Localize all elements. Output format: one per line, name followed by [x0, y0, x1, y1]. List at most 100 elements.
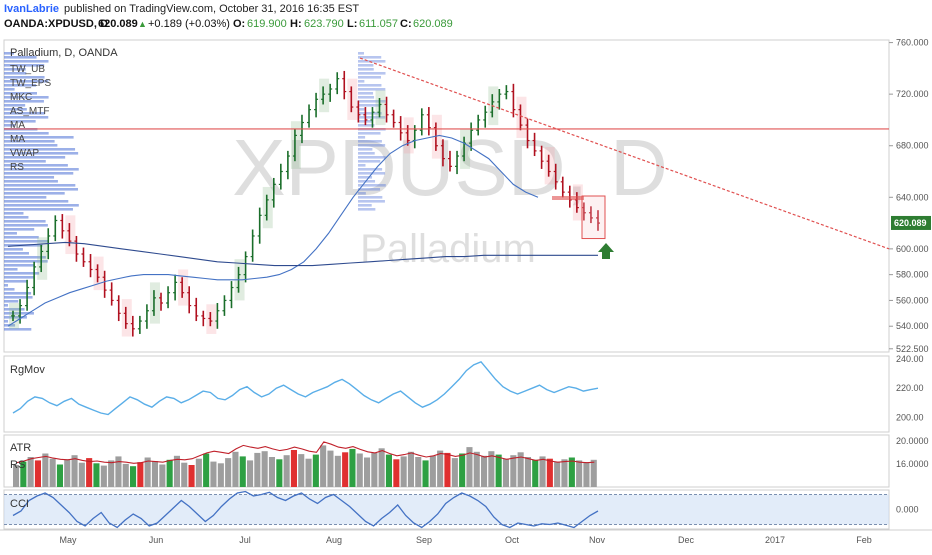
atr-bar[interactable]	[539, 456, 546, 487]
atr-bar[interactable]	[312, 454, 319, 487]
atr-bar[interactable]	[217, 463, 224, 487]
indicator-label[interactable]: TW_UB	[10, 64, 45, 75]
atr-bar[interactable]	[115, 456, 122, 487]
indicator-label[interactable]: MKC	[10, 92, 32, 103]
atr-bar[interactable]	[466, 447, 473, 487]
atr-bar[interactable]	[247, 460, 254, 487]
atr-bar[interactable]	[320, 445, 327, 487]
atr-bar[interactable]	[93, 463, 100, 487]
atr-bar[interactable]	[437, 450, 444, 487]
atr-bar[interactable]	[100, 465, 107, 487]
atr-bar[interactable]	[429, 455, 436, 487]
atr-bar[interactable]	[502, 458, 509, 487]
atr-bar[interactable]	[342, 452, 349, 487]
atr-bar[interactable]	[108, 460, 115, 487]
atr-bar[interactable]	[130, 466, 137, 487]
atr-bar[interactable]	[576, 460, 583, 487]
atr-bar[interactable]	[393, 459, 400, 487]
atr-bar[interactable]	[495, 454, 502, 487]
atr-bar[interactable]	[583, 462, 590, 487]
atr-bar[interactable]	[254, 452, 261, 487]
atr-bar[interactable]	[422, 460, 429, 487]
atr-bar[interactable]	[144, 457, 151, 488]
atr-bar[interactable]	[56, 464, 63, 488]
atr-bar[interactable]	[64, 459, 71, 487]
atr-bar[interactable]	[86, 458, 93, 487]
atr-bar[interactable]	[210, 461, 217, 487]
atr-bar[interactable]	[268, 457, 275, 487]
atr-bar[interactable]	[451, 458, 458, 487]
atr-bar[interactable]	[305, 458, 312, 487]
atr-bar[interactable]	[283, 455, 290, 487]
downtrend-line[interactable]	[359, 57, 890, 250]
author-name[interactable]: IvanLabrie	[4, 3, 59, 15]
open-label: O:	[233, 18, 245, 30]
atr-bar[interactable]	[554, 461, 561, 487]
atr-bar[interactable]	[334, 455, 341, 487]
ma-fast-line[interactable]	[7, 134, 539, 327]
atr-bar[interactable]	[137, 462, 144, 487]
atr-bar[interactable]	[407, 451, 414, 487]
indicator-label[interactable]: RS	[10, 162, 24, 173]
atr-bar[interactable]	[385, 454, 392, 487]
atr-bar[interactable]	[561, 459, 568, 487]
volume-profile-bar	[4, 296, 33, 299]
rgmov-tick-label: 240.00	[896, 354, 924, 364]
atr-bar[interactable]	[459, 453, 466, 488]
atr-bar[interactable]	[71, 455, 78, 487]
atr-bar[interactable]	[49, 458, 56, 487]
atr-bar[interactable]	[20, 461, 27, 487]
rgmov-pane[interactable]	[3, 355, 890, 433]
atr-bar[interactable]	[159, 464, 166, 488]
atr-bar[interactable]	[364, 457, 371, 488]
atr-bar[interactable]	[378, 448, 385, 487]
atr-bar[interactable]	[13, 465, 20, 487]
indicator-label[interactable]: MA	[10, 120, 25, 131]
atr-bar[interactable]	[151, 461, 158, 487]
atr-line[interactable]	[16, 441, 595, 464]
atr-bar[interactable]	[415, 457, 422, 487]
atr-bar[interactable]	[481, 455, 488, 487]
indicator-label[interactable]: MA	[10, 134, 25, 145]
atr-bar[interactable]	[232, 451, 239, 487]
atr-bar[interactable]	[488, 451, 495, 487]
atr-bar[interactable]	[590, 459, 597, 487]
selection-box[interactable]	[581, 195, 606, 240]
atr-bar[interactable]	[225, 458, 232, 487]
atr-bar[interactable]	[261, 451, 268, 487]
atr-bar[interactable]	[356, 453, 363, 488]
atr-bar[interactable]	[42, 453, 49, 488]
atr-bar[interactable]	[181, 462, 188, 487]
atr-bar[interactable]	[532, 459, 539, 487]
cci-line[interactable]	[12, 490, 599, 529]
atr-bar[interactable]	[568, 457, 575, 488]
atr-bar[interactable]	[524, 457, 531, 487]
atr-bar[interactable]	[173, 455, 180, 487]
atr-bar[interactable]	[166, 459, 173, 487]
atr-bar[interactable]	[298, 454, 305, 487]
atr-bar[interactable]	[290, 450, 297, 487]
atr-bar[interactable]	[546, 458, 553, 487]
atr-bar[interactable]	[195, 458, 202, 487]
atr-bar[interactable]	[517, 452, 524, 487]
atr-bar[interactable]	[122, 463, 129, 487]
atr-bar[interactable]	[473, 451, 480, 487]
atr-bar[interactable]	[327, 450, 334, 487]
atr-bar[interactable]	[444, 452, 451, 487]
atr-bar[interactable]	[276, 459, 283, 487]
atr-bar[interactable]	[27, 457, 34, 487]
indicator-label[interactable]: TW_EPS	[10, 78, 51, 89]
indicator-label[interactable]: VWAP	[10, 148, 39, 159]
atr-bar[interactable]	[34, 460, 41, 487]
atr-bar[interactable]	[78, 462, 85, 487]
atr-bar[interactable]	[203, 453, 210, 488]
atr-bar[interactable]	[510, 455, 517, 487]
atr-bar[interactable]	[188, 465, 195, 487]
atr-bar[interactable]	[349, 448, 356, 487]
indicator-label[interactable]: AS_MTF	[10, 106, 49, 117]
atr-bar[interactable]	[239, 456, 246, 487]
ma-slow-line[interactable]	[7, 241, 598, 267]
atr-bar[interactable]	[400, 456, 407, 487]
rgmov-line[interactable]	[12, 360, 599, 416]
atr-bar[interactable]	[371, 452, 378, 487]
